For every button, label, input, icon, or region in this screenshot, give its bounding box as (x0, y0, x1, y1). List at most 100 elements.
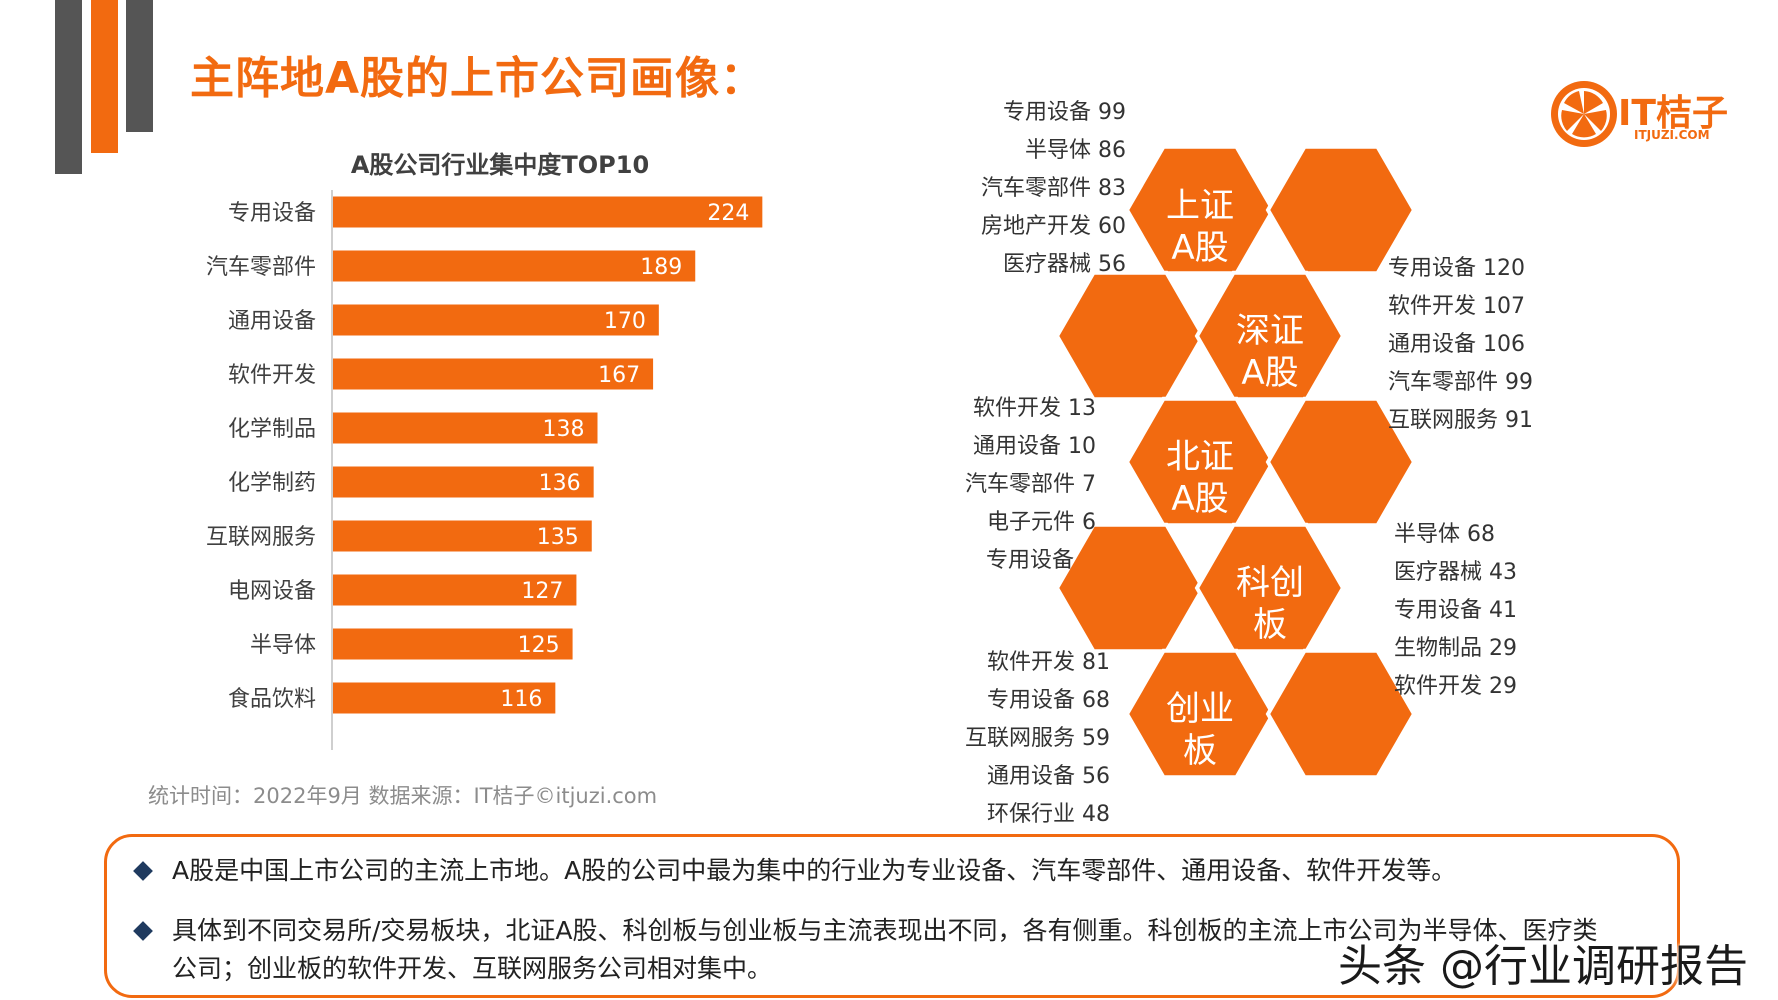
list-item: 软件开发 29 (1394, 668, 1517, 706)
data-label: 116 (500, 687, 542, 712)
industry-count: 59 (1082, 726, 1110, 751)
industry-count: 29 (1489, 636, 1518, 661)
decor-bar-orange (91, 0, 118, 153)
hex-label-bse-line2: A股 (1171, 479, 1229, 519)
hex-label-chinext: 创业 板 (1130, 688, 1270, 772)
hex-label-star-line1: 科创 (1236, 563, 1304, 603)
industry-name: 通用设备 (986, 764, 1075, 789)
industry-count: 107 (1483, 294, 1526, 319)
list-item: 通用设备 10 (900, 428, 1096, 466)
list-item: 互联网服务 59 (900, 720, 1110, 758)
hex-label-bse: 北证 A股 (1130, 436, 1270, 520)
summary-box (104, 834, 1680, 998)
industry-name: 半导体 (1394, 522, 1461, 547)
list-item: 汽车零部件 83 (900, 170, 1126, 208)
bar (333, 196, 763, 228)
list-item: 医疗器械 43 (1394, 554, 1517, 592)
sse-industry-list: 专用设备 99 半导体 86 汽车零部件 83 房地产开发 60 医疗器械 56 (900, 94, 1126, 284)
industry-name: 汽车零部件 (964, 472, 1075, 497)
data-label: 125 (518, 633, 560, 658)
list-item: 软件开发 13 (900, 390, 1096, 428)
industry-name: 生物制品 (1394, 636, 1483, 661)
industry-name: 软件开发 (1388, 294, 1477, 319)
list-item: 专用设备 120 (1388, 250, 1533, 288)
industry-name: 汽车零部件 (1388, 370, 1499, 395)
industry-count: 48 (1082, 802, 1110, 827)
bar (333, 682, 556, 714)
industry-count: 29 (1489, 674, 1518, 699)
hex-label-sse-line1: 上证 (1166, 186, 1234, 226)
chart-title: A股公司行业集中度TOP10 (350, 151, 650, 179)
slide-title: 主阵地A股的上市公司画像： (190, 53, 766, 104)
logo-subtext: ITJUZI.COM (1634, 128, 1710, 142)
industry-name: 软件开发 (972, 396, 1061, 421)
decor-bar-gray-1 (55, 0, 82, 174)
summary-bullet-1: A股是中国上市公司的主流上市地。A股的公司中最为集中的行业为专业设备、汽车零部件… (172, 856, 1457, 885)
list-item: 生物制品 29 (1394, 630, 1517, 668)
data-label: 127 (521, 579, 563, 604)
bar (333, 358, 654, 390)
industry-name: 医疗器械 (1394, 560, 1483, 585)
star-industry-list: 半导体 68 医疗器械 43 专用设备 41 生物制品 29 软件开发 29 (1394, 516, 1517, 706)
industry-name: 专用设备 (1394, 598, 1483, 623)
list-item: 电子元件 6 (900, 504, 1096, 542)
hex-label-szse-line2: A股 (1241, 353, 1299, 393)
data-label: 138 (543, 417, 585, 442)
bar (333, 628, 573, 660)
hex-label-bse-line1: 北证 (1166, 437, 1234, 477)
data-label: 135 (537, 525, 579, 550)
bar (333, 466, 594, 498)
industry-name: 专用设备 (986, 688, 1075, 713)
hex-label-star-line2: 板 (1253, 605, 1287, 645)
industry-count: 81 (1082, 650, 1110, 675)
industry-name: 软件开发 (1394, 674, 1483, 699)
hex-label-chinext-line2: 板 (1183, 731, 1217, 771)
list-item: 专用设备 99 (900, 94, 1126, 132)
industry-count: 6 (1082, 510, 1096, 535)
industry-count: 41 (1489, 598, 1518, 623)
industry-count: 10 (1068, 434, 1096, 459)
hex-label-szse: 深证 A股 (1200, 310, 1340, 394)
industry-name: 通用设备 (1388, 332, 1477, 357)
list-item: 半导体 68 (1394, 516, 1517, 554)
industry-name: 医疗器械 (1002, 252, 1091, 277)
industry-name: 半导体 (1024, 138, 1091, 163)
category-label: 软件开发 (228, 363, 316, 388)
industry-name: 互联网服务 (1388, 408, 1499, 433)
industry-name: 互联网服务 (964, 726, 1075, 751)
hexagon (1054, 270, 1206, 402)
bse-industry-list: 软件开发 13 通用设备 10 汽车零部件 7 电子元件 6 专用设备 (900, 390, 1096, 580)
industry-count: 60 (1098, 214, 1126, 239)
hex-label-star: 科创 板 (1200, 562, 1340, 646)
watermark: 头条 @行业调研报告 (1338, 941, 1748, 992)
category-label: 互联网服务 (206, 525, 316, 550)
list-item: 软件开发 81 (900, 644, 1110, 682)
hex-label-sse-line2: A股 (1171, 228, 1229, 268)
bar (333, 520, 592, 552)
industry-count: 120 (1483, 256, 1526, 281)
industry-name: 软件开发 (986, 650, 1075, 675)
category-label: 食品饮料 (228, 687, 316, 712)
list-item: 互联网服务 91 (1388, 402, 1533, 440)
category-label: 化学制药 (228, 471, 316, 496)
bar (333, 574, 577, 606)
list-item: 汽车零部件 99 (1388, 364, 1533, 402)
category-label: 汽车零部件 (206, 255, 316, 280)
category-label: 通用设备 (228, 309, 316, 334)
industry-name: 专用设备 (1002, 100, 1091, 125)
bar (333, 250, 696, 282)
list-item: 医疗器械 56 (900, 246, 1126, 284)
list-item: 专用设备 68 (900, 682, 1110, 720)
industry-name: 房地产开发 (980, 214, 1091, 239)
itjuzi-logo-icon (1551, 81, 1617, 147)
list-item: 专用设备 41 (1394, 592, 1517, 630)
data-label: 189 (640, 255, 682, 280)
bar-chart: 专用设备 224 汽车零部件 189 通用设备 170 软件开发 167 化学制品 138 化学制药… (206, 190, 763, 750)
category-label: 化学制品 (228, 417, 316, 442)
industry-name: 专用设备 (1388, 256, 1477, 281)
chinext-industry-list: 软件开发 81 专用设备 68 互联网服务 59 通用设备 56 环保行业 48 (900, 644, 1110, 834)
industry-count: 106 (1483, 332, 1526, 357)
industry-count: 56 (1082, 764, 1110, 789)
category-label: 半导体 (250, 633, 316, 658)
industry-name: 汽车零部件 (980, 176, 1091, 201)
